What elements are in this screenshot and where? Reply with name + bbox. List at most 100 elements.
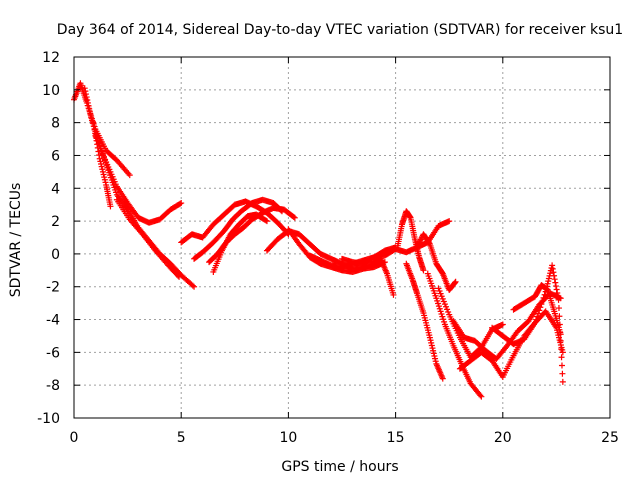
data-point (435, 300, 442, 307)
data-point (420, 267, 427, 274)
series-track-18 (424, 270, 485, 400)
y-tick-label: -8 (46, 378, 60, 394)
data-point (178, 200, 185, 207)
data-point (262, 217, 269, 224)
data-point (177, 200, 184, 207)
data-point (414, 244, 421, 251)
data-point (191, 283, 198, 290)
y-tick-label: -4 (46, 313, 60, 329)
y-tick-label: 4 (51, 181, 60, 197)
data-point (559, 349, 566, 356)
data-point (558, 354, 565, 361)
data-point (101, 174, 108, 181)
data-point (552, 279, 559, 286)
data-point (98, 160, 105, 167)
y-tick-label: 2 (51, 214, 60, 230)
data-point (107, 203, 114, 210)
data-point (92, 132, 99, 139)
data-point (440, 316, 447, 323)
data-point (96, 152, 103, 159)
data-point (434, 297, 441, 304)
data-point (98, 163, 105, 170)
data-point (548, 265, 555, 272)
data-point (126, 172, 133, 179)
data-point (555, 305, 562, 312)
data-point (452, 278, 459, 285)
x-tick-label: 15 (387, 430, 405, 446)
axis-ticks: 0 5 10 15 20 25 -10 -8 -6 -4 -2 0 2 4 6 8 10 12 (37, 50, 619, 446)
data-point (547, 270, 554, 277)
data-point (477, 392, 484, 399)
data-point (415, 241, 422, 248)
data-point (544, 280, 551, 287)
data-point (176, 273, 183, 280)
data-point (554, 289, 561, 296)
data-point (81, 85, 88, 92)
data-point (557, 337, 564, 344)
series-track-3 (90, 119, 114, 210)
data-point (189, 282, 196, 289)
data-point (445, 308, 452, 315)
series-track-16 (403, 260, 446, 382)
data-point (499, 321, 506, 328)
data-point (436, 287, 443, 294)
data-point (538, 301, 545, 308)
data-point (416, 239, 423, 246)
data-point (442, 303, 449, 310)
data-point (90, 119, 97, 126)
data-point (531, 319, 538, 326)
data-point (430, 347, 437, 354)
grid (74, 57, 610, 418)
x-tick-label: 25 (601, 430, 619, 446)
data-point (554, 293, 561, 300)
data-point (83, 94, 90, 101)
data-point (536, 307, 543, 314)
data-point (93, 135, 100, 142)
data-point (291, 214, 298, 221)
data-point (102, 179, 109, 186)
data-point (545, 278, 552, 285)
data-point (426, 334, 433, 341)
data-point (87, 111, 94, 118)
data-points (71, 80, 566, 400)
x-axis-label: GPS time / hours (281, 459, 398, 475)
plot-frame (73, 56, 611, 419)
data-point (437, 308, 444, 315)
data-point (91, 126, 98, 133)
series-track-17 (414, 231, 459, 294)
series-track-2 (81, 85, 198, 290)
series-track-19 (435, 285, 506, 361)
data-point (101, 153, 108, 160)
data-point (439, 295, 446, 302)
data-point (535, 310, 542, 317)
x-tick-label: 0 (70, 430, 79, 446)
data-point (540, 294, 547, 301)
data-point (84, 99, 91, 106)
series-track-5 (113, 196, 183, 280)
y-tick-label: -10 (37, 411, 60, 427)
data-point (545, 275, 552, 282)
data-point (439, 269, 446, 276)
series-track-9 (210, 211, 270, 275)
data-point (451, 279, 458, 286)
data-point (446, 218, 453, 225)
data-point (552, 283, 559, 290)
x-tick-label: 10 (279, 430, 297, 446)
data-point (558, 346, 565, 353)
y-tick-label: 12 (42, 50, 60, 66)
data-point (549, 265, 556, 272)
series-track-14 (371, 255, 397, 298)
data-point (174, 272, 181, 279)
data-point (432, 358, 439, 365)
chart-title: Day 364 of 2014, Sidereal Day-to-day VTE… (57, 22, 623, 38)
data-point (99, 151, 106, 158)
data-point (96, 155, 103, 162)
y-tick-label: 8 (51, 116, 60, 132)
data-point (438, 310, 445, 317)
data-point (551, 276, 558, 283)
data-point (438, 293, 445, 300)
data-point (539, 298, 546, 305)
data-point (431, 352, 438, 359)
data-point (437, 290, 444, 297)
